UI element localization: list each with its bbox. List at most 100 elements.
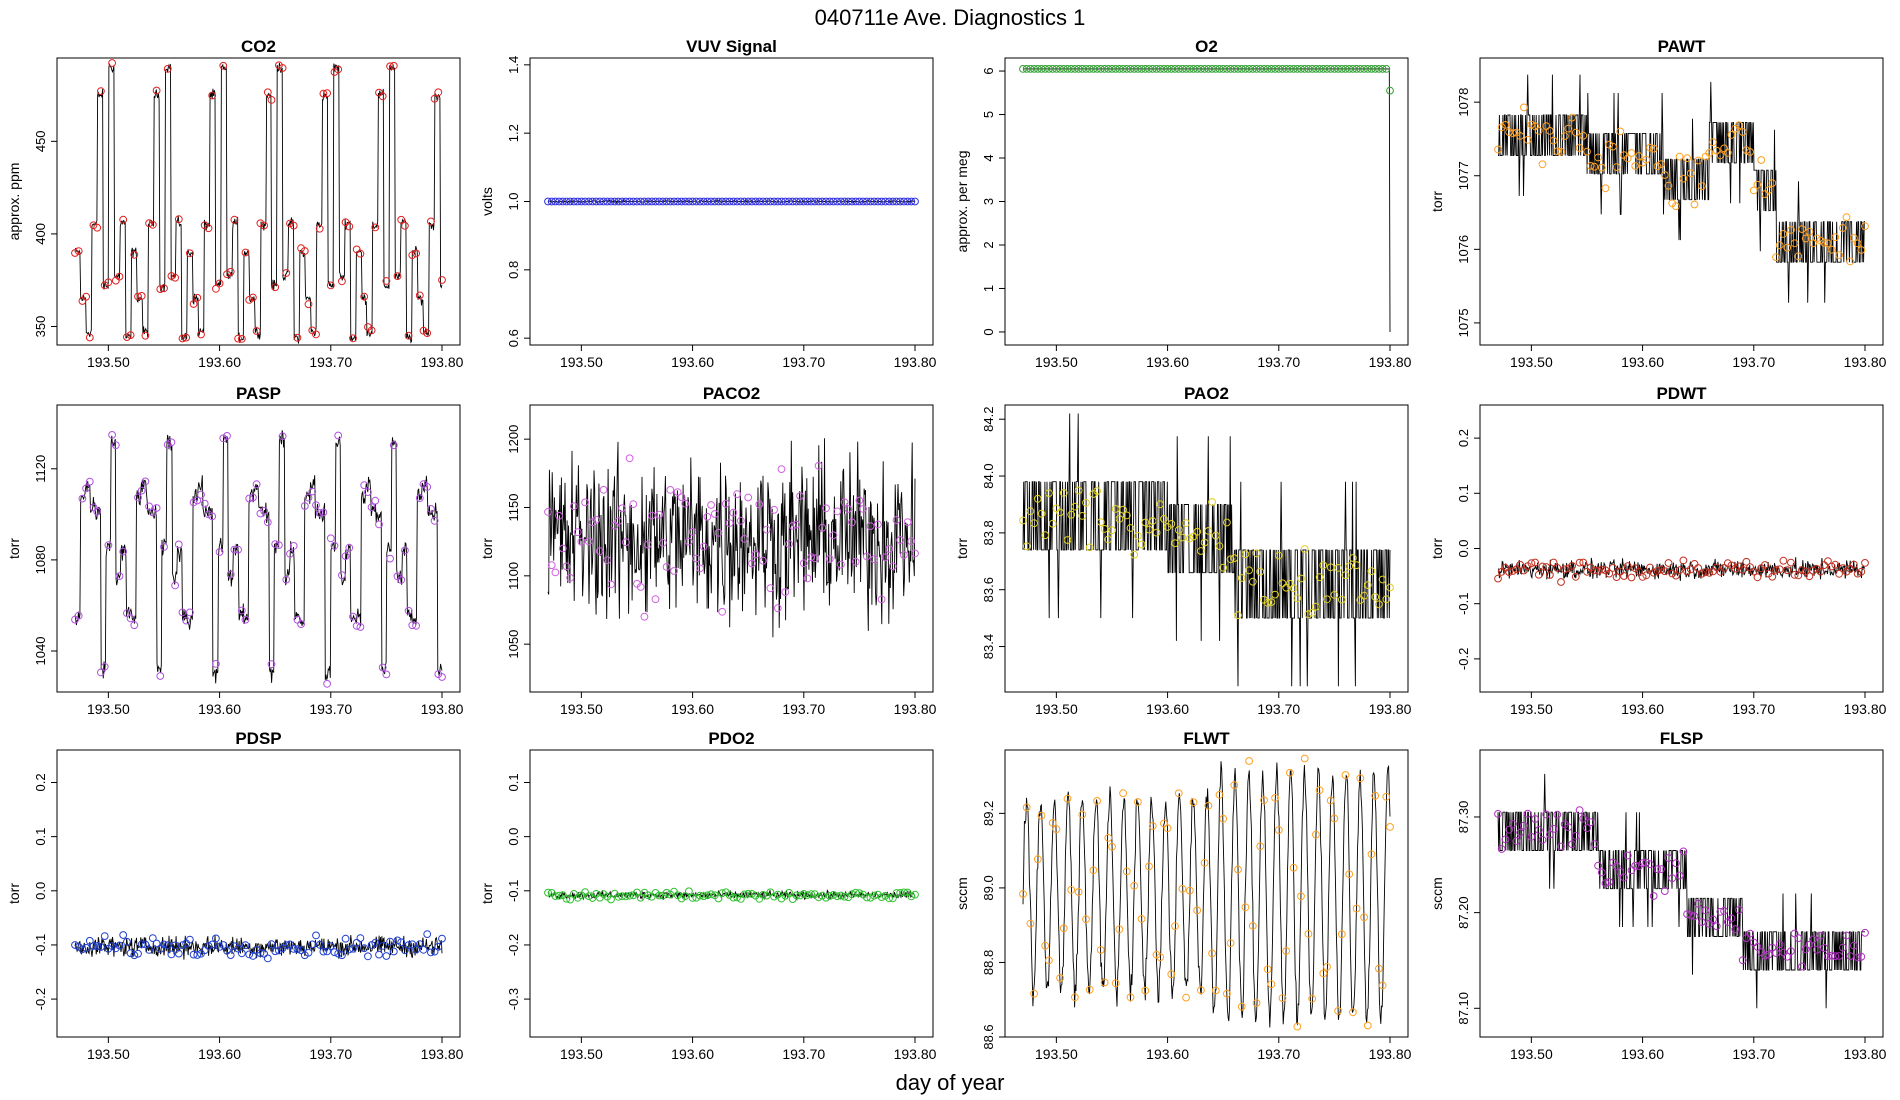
data-point-flwt: [1193, 906, 1202, 915]
data-point-co2: [189, 300, 198, 308]
data-point-co2: [178, 334, 187, 343]
data-point-o2: [1286, 65, 1294, 73]
data-point-pdwt: [1790, 571, 1799, 579]
data-point-pao2: [1063, 536, 1072, 544]
data-point-flwt: [1182, 993, 1190, 1002]
data-point-flwt: [1367, 850, 1376, 859]
panel-paco2: PACO2 torr 1050 1100 1150 1200 193.50 193.60 193…: [479, 384, 937, 717]
panel-title-vuv-signal: VUV Signal: [686, 37, 777, 56]
data-point-pdo2: [644, 891, 652, 900]
data-point-pao2: [1304, 610, 1313, 619]
data-point-pao2: [1245, 566, 1253, 575]
data-point-pdwt: [1809, 566, 1817, 575]
x-tick-label-vuv-signal: 193.60: [671, 354, 714, 370]
data-point-o2: [1297, 65, 1305, 73]
data-point-co2: [123, 333, 131, 342]
data-point-co2: [182, 333, 191, 342]
data-point-o2: [1167, 65, 1176, 73]
data-point-co2: [415, 291, 424, 300]
data-point-pdwt: [1508, 567, 1517, 575]
data-point-pdsp: [256, 949, 265, 958]
data-point-vuv-signal: [599, 197, 608, 206]
data-point-flsp: [1568, 840, 1576, 849]
data-point-o2: [1271, 65, 1279, 73]
data-point-pdwt: [1675, 566, 1684, 574]
data-point-vuv-signal: [629, 197, 638, 206]
data-point-pao2: [1241, 550, 1250, 559]
series-line-pao2: [1022, 413, 1391, 687]
data-point-paco2: [673, 488, 682, 497]
data-point-paco2: [907, 537, 916, 546]
x-tick-label-paco2: 193.80: [894, 701, 937, 717]
data-point-pdsp: [271, 947, 280, 956]
data-point-pdsp: [360, 944, 369, 953]
data-point-pawt: [1827, 245, 1836, 254]
y-tick-label-pasp: 1080: [33, 545, 48, 574]
data-point-pawt: [1861, 222, 1869, 231]
data-point-co2: [160, 284, 168, 293]
y-tick-label-pao2: 83.6: [981, 577, 996, 602]
data-point-pdwt: [1664, 559, 1673, 567]
panel-pawt: PAWT torr 1075 1076 1077 1078 193.50 193.60 193.…: [1429, 37, 1887, 370]
data-point-o2: [1122, 65, 1131, 73]
data-point-paco2: [647, 511, 656, 520]
data-point-co2: [134, 292, 142, 301]
data-point-flwt: [1345, 870, 1354, 878]
data-point-pdwt: [1798, 566, 1806, 575]
data-point-flsp: [1642, 858, 1651, 867]
data-point-flsp: [1579, 814, 1588, 823]
data-point-pdsp: [289, 945, 298, 953]
data-point-pasp: [108, 431, 116, 439]
data-point-pawt: [1838, 224, 1847, 232]
data-point-pasp: [427, 505, 435, 513]
data-point-vuv-signal: [766, 197, 775, 206]
y-tick-label-pao2: 84.0: [981, 463, 996, 488]
x-tick-label-pdsp: 193.70: [309, 1046, 352, 1062]
data-point-flsp: [1549, 825, 1558, 833]
data-point-pdsp: [152, 939, 161, 948]
data-point-vuv-signal: [644, 197, 652, 206]
data-point-pdwt: [1516, 560, 1525, 569]
y-tick-label-paco2: 1150: [506, 494, 521, 522]
data-point-pasp: [148, 508, 157, 517]
data-point-o2: [1037, 65, 1046, 73]
data-point-flsp: [1857, 952, 1866, 961]
data-point-pdo2: [837, 891, 845, 900]
data-point-flsp: [1497, 845, 1506, 853]
data-point-pawt: [1597, 163, 1606, 172]
data-point-pdo2: [829, 891, 838, 899]
y-tick-label-flsp: 87.30: [1456, 801, 1471, 834]
data-point-pawt: [1812, 234, 1821, 243]
data-point-pdo2: [877, 893, 886, 901]
data-point-o2: [1349, 65, 1357, 73]
data-point-o2: [1163, 65, 1172, 73]
data-point-pdwt: [1594, 566, 1602, 575]
y-tick-label-pdwt: -0.1: [1456, 592, 1471, 614]
data-point-flsp: [1620, 873, 1628, 882]
data-point-paco2: [840, 498, 849, 507]
data-point-vuv-signal: [785, 197, 793, 206]
data-point-o2: [1045, 65, 1053, 73]
data-point-pdwt: [1738, 565, 1747, 574]
data-point-paco2: [822, 504, 830, 513]
x-tick-label-pasp: 193.50: [87, 701, 130, 717]
x-tick-label-o2: 193.70: [1257, 354, 1300, 370]
data-point-paco2: [781, 588, 790, 596]
y-tick-label-pdwt: 0.2: [1456, 429, 1471, 447]
data-point-o2: [1208, 65, 1216, 73]
data-point-pdwt: [1494, 574, 1502, 583]
data-point-pdsp: [438, 934, 446, 943]
x-tick-label-co2: 193.50: [87, 354, 130, 370]
y-tick-label-vuv-signal: 0.6: [506, 329, 521, 347]
data-point-o2: [1148, 65, 1157, 73]
data-point-o2: [1215, 65, 1224, 73]
data-point-pao2: [1293, 594, 1302, 603]
data-point-vuv-signal: [788, 197, 797, 206]
data-point-flsp: [1664, 854, 1673, 862]
data-point-pdo2: [681, 892, 690, 900]
data-point-pasp: [312, 501, 320, 510]
data-point-flwt: [1341, 771, 1350, 779]
data-point-pdo2: [614, 892, 623, 901]
x-tick-label-pdo2: 193.60: [671, 1046, 714, 1062]
